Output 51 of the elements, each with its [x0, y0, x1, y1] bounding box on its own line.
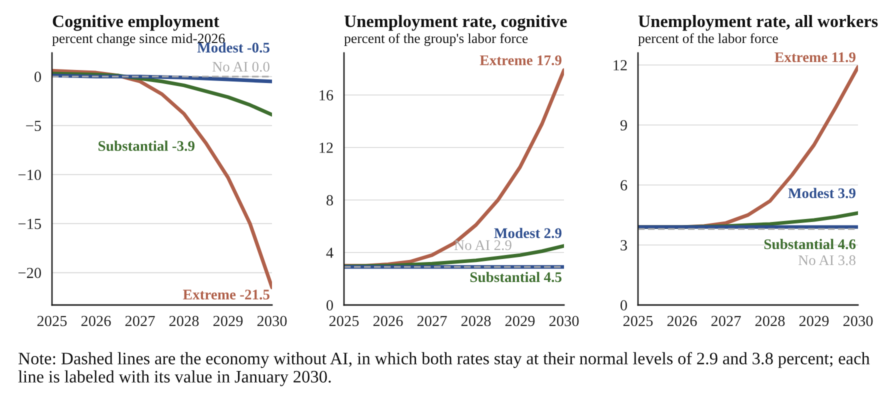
y-tick-label: −20 — [18, 268, 41, 278]
x-tick-label: 2027 — [417, 316, 447, 326]
series-label: Extreme 17.9 — [480, 55, 562, 66]
y-tick-label: 3 — [620, 240, 627, 250]
y-tick-label: 9 — [620, 120, 627, 130]
series-label: Extreme -21.5 — [183, 290, 270, 300]
y-tick-label: 12 — [320, 142, 333, 153]
x-tick-label: 2028 — [461, 316, 491, 326]
y-tick-label: 4 — [326, 248, 334, 258]
chart-title: Cognitive employment — [52, 14, 220, 31]
x-tick-label: 2026 — [81, 316, 111, 326]
x-tick-label: 2026 — [667, 316, 697, 326]
y-tick-label: 0 — [620, 300, 627, 310]
x-tick-label: 2025 — [37, 316, 67, 326]
series-label: No AI 0.0 — [212, 62, 270, 72]
series-label: No AI 2.9 — [454, 240, 512, 250]
text: Note: Dashed lines are the economy without AI, in which both rates stay at their normal levels of 2.9 and 3.8 percent; each line is labeled with its value in January 2030. — [18, 352, 870, 386]
series-label: Substantial 4.6 — [764, 238, 856, 250]
chart-subtitle: percent of the labor force — [638, 33, 778, 46]
series-label: Modest 3.9 — [788, 188, 856, 198]
y-tick-label: −5 — [26, 120, 41, 132]
series-label: Substantial 4.5 — [470, 272, 562, 282]
x-tick-label: 2027 — [125, 316, 155, 326]
y-tick-label: 0 — [326, 300, 333, 310]
y-tick-label: −10 — [18, 170, 41, 180]
series-label: Extreme 11.9 — [774, 52, 856, 62]
y-tick-label: 8 — [326, 195, 333, 206]
x-tick-label: 2028 — [169, 316, 199, 326]
series-label: Modest -0.5 — [197, 42, 270, 53]
chart-subtitle: percent of the group's labor force — [344, 33, 528, 46]
chart-title: Unemployment rate, all workers — [638, 14, 878, 31]
y-tick-label: 0 — [34, 72, 41, 82]
y-tick-label: −15 — [18, 218, 41, 230]
x-tick-label: 2029 — [799, 316, 829, 326]
series-label: No AI 3.8 — [798, 255, 856, 266]
x-tick-label: 2026 — [373, 316, 403, 326]
x-tick-label: 2030 — [843, 316, 873, 326]
x-tick-label: 2025 — [329, 316, 359, 326]
x-tick-label: 2030 — [257, 316, 287, 326]
x-tick-label: 2025 — [623, 316, 653, 326]
x-tick-label: 2027 — [711, 316, 741, 326]
x-tick-label: 2028 — [755, 316, 785, 326]
y-tick-label: 16 — [320, 90, 334, 100]
x-tick-label: 2029 — [505, 316, 535, 326]
x-tick-label: 2030 — [549, 316, 579, 326]
y-tick-label: 6 — [620, 180, 628, 190]
x-tick-label: 2029 — [213, 316, 243, 326]
text: Substantial -3.9 — [98, 140, 194, 151]
y-tick-label: 12 — [614, 60, 627, 70]
series-label: Modest 2.9 — [494, 228, 562, 238]
chart-title: Unemployment rate, cognitive — [344, 14, 567, 31]
